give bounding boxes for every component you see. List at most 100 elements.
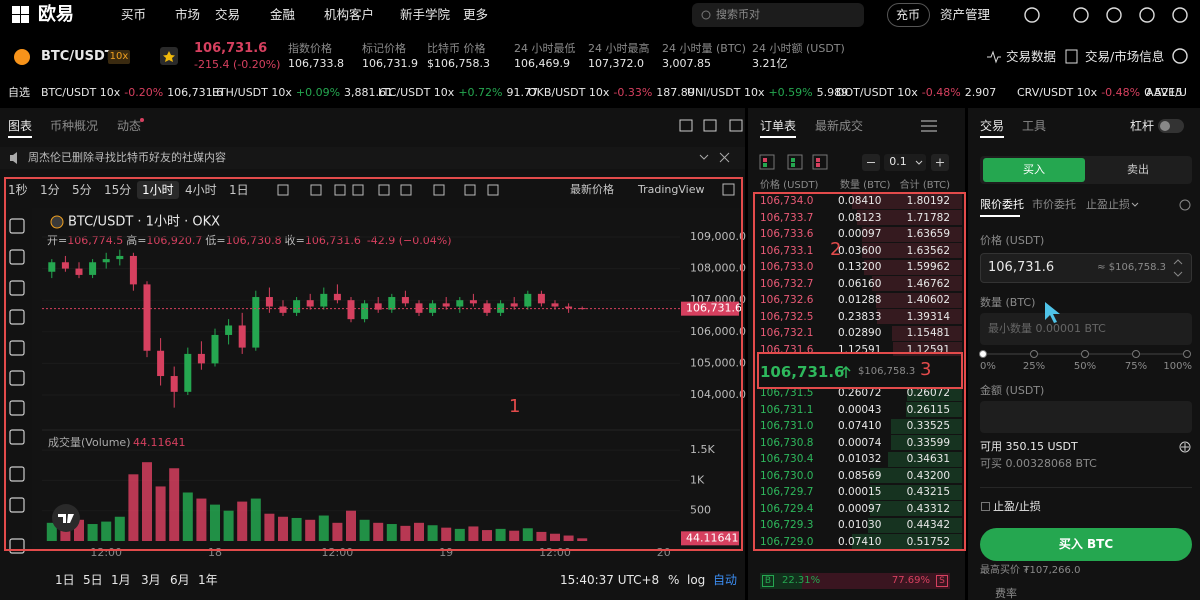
sell-badge <box>936 575 948 587</box>
ob-price[interactable]: 106,732.5 <box>760 310 814 323</box>
amount-input[interactable] <box>980 401 1192 433</box>
ob-price[interactable]: 106,729.4 <box>760 502 814 515</box>
ob-price[interactable]: 106,732.1 <box>760 327 814 339</box>
sell-label: S <box>939 576 945 586</box>
price-input[interactable] <box>980 253 1192 283</box>
stat-label: 比特币 价格 <box>427 42 486 55</box>
interval[interactable]: 4小时 <box>185 183 217 197</box>
ob-total: 0.43215 <box>906 486 950 498</box>
pair[interactable]: BTC/USDT <box>41 49 114 64</box>
watchlist-item[interactable]: DOT/USDT 10x -0.48% 2.907 <box>836 85 996 101</box>
ob-price[interactable]: 106,733.6 <box>760 228 814 240</box>
ob-price[interactable]: 106,731.0 <box>760 420 814 432</box>
stat-value: $106,758.3 <box>427 57 490 70</box>
ob-price[interactable]: 106,732.6 <box>760 294 814 306</box>
order-type[interactable]: 止盈止损 <box>1086 198 1130 211</box>
tp-sl-checkbox[interactable] <box>981 502 990 511</box>
trade-tab[interactable]: 交易 <box>980 119 1005 133</box>
watchlist-price: 91.77 <box>506 86 538 99</box>
trade-tab-underline <box>980 136 1004 138</box>
watchlist-item[interactable]: OKB/USDT 10x -0.33% 187.89 <box>528 85 695 101</box>
ob-total: 0.44342 <box>906 519 950 531</box>
watchlist-item[interactable]: CRV/USDT 10x -0.48% 0.5215 <box>1017 85 1183 101</box>
ob-qty: 0.00015 <box>838 486 882 498</box>
ob-tab[interactable]: 最新成交 <box>815 119 864 133</box>
interval[interactable]: 1日 <box>229 183 249 197</box>
ob-price[interactable]: 106,729.0 <box>760 535 814 548</box>
price-source[interactable]: 最新价格 <box>570 183 614 196</box>
last-price: 106,731.6 <box>194 41 268 56</box>
ob-price[interactable]: 106,733.1 <box>760 244 814 257</box>
nav-item[interactable]: 买币 <box>121 7 147 22</box>
nav-item[interactable]: 更多 <box>463 7 489 22</box>
search-box[interactable] <box>692 3 864 27</box>
ob-price[interactable]: 106,729.7 <box>760 486 814 498</box>
slider-label: 25% <box>1022 361 1046 372</box>
watchlist-item[interactable]: AAVE/U <box>1146 85 1187 101</box>
percent-toggle[interactable]: % <box>668 573 680 587</box>
order-type[interactable]: 市价委托 <box>1032 198 1076 211</box>
slider-label: 0% <box>980 361 996 372</box>
trade-tab[interactable]: 工具 <box>1022 119 1047 133</box>
ob-price[interactable]: 106,730.0 <box>760 469 814 482</box>
deposit-button[interactable] <box>887 3 930 27</box>
range[interactable]: 1年 <box>198 573 218 587</box>
leverage-toggle[interactable] <box>1158 119 1184 133</box>
ob-price[interactable]: 106,729.3 <box>760 519 814 531</box>
range[interactable]: 6月 <box>170 573 190 587</box>
slider-label: 100% <box>1163 361 1192 372</box>
ob-total: 1.80192 <box>906 195 950 207</box>
interval[interactable]: 1分 <box>40 183 60 197</box>
action[interactable]: 交易/市场信息 <box>1085 49 1165 64</box>
nav-item[interactable]: 交易 <box>215 7 241 22</box>
interval[interactable]: 1秒 <box>8 183 28 197</box>
buy-tab[interactable] <box>983 158 1085 182</box>
ob-price[interactable]: 106,734.0 <box>760 195 814 207</box>
watchlist-item[interactable]: UNI/USDT 10x +0.59% 5.989 <box>687 85 848 101</box>
ob-price[interactable]: 106,730.4 <box>760 453 814 465</box>
ob-price[interactable]: 106,730.8 <box>760 436 814 449</box>
range[interactable]: 1日 <box>55 573 75 587</box>
watchlist-item[interactable]: ETH/USDT 10x +0.09% 3,881.61 <box>212 85 393 101</box>
watchlist-change: -0.48% <box>1101 86 1141 99</box>
action[interactable]: 交易数据 <box>1006 49 1057 64</box>
qty-input[interactable] <box>980 313 1192 345</box>
ob-tab[interactable]: 订单表 <box>760 119 797 133</box>
watchlist-item[interactable]: BTC/USDT 10x -0.20% 106,731.6 <box>41 85 223 101</box>
interval[interactable]: 15分 <box>104 183 132 197</box>
ob-total: 1.39314 <box>906 310 950 323</box>
can-buy: 可买 0.00328068 BTC <box>980 457 1097 470</box>
favorite[interactable] <box>160 47 178 65</box>
submit-button[interactable] <box>980 528 1192 561</box>
watchlist-item[interactable]: LTC/USDT 10x +0.72% 91.77 <box>378 85 538 101</box>
interval[interactable]: 1小时 <box>142 183 174 197</box>
nav-item[interactable]: 新手学院 <box>400 7 451 22</box>
range[interactable]: 3月 <box>141 573 161 587</box>
range[interactable]: 5日 <box>83 573 103 587</box>
ob-price[interactable]: 106,733.7 <box>760 211 814 224</box>
panel-tab[interactable]: 图表 <box>8 119 33 133</box>
range[interactable]: 1月 <box>111 573 131 587</box>
auto-toggle[interactable]: 自动 <box>713 573 738 587</box>
interval[interactable]: 5分 <box>72 183 92 197</box>
nav-item[interactable]: 金融 <box>270 7 296 22</box>
notice-bar <box>0 147 745 169</box>
panel-tab[interactable]: 币种概况 <box>50 119 99 133</box>
log-toggle[interactable]: log <box>687 573 706 587</box>
mid-usd: $106,758.3 <box>858 366 916 377</box>
sell-ratio-bar <box>802 573 950 589</box>
chart-view[interactable]: TradingView <box>638 183 705 196</box>
ob-total: 1.59962 <box>906 261 950 273</box>
nav-item[interactable]: 市场 <box>175 7 201 22</box>
field-label: 价格 (USDT) <box>980 234 1045 247</box>
panel-tab[interactable]: 动态 <box>117 119 142 133</box>
ob-price[interactable]: 106,733.0 <box>760 261 814 273</box>
nav-item[interactable]: 机构客户 <box>324 7 375 22</box>
ob-price[interactable]: 106,732.7 <box>760 277 814 290</box>
watchlist-change: -0.48% <box>921 86 961 99</box>
ob-price[interactable]: 106,731.1 <box>760 403 814 416</box>
assets-menu[interactable]: 资产管理 <box>940 7 991 22</box>
sell-tab-label[interactable]: 卖出 <box>1127 163 1149 176</box>
price-change: -215.4 (-0.20%) <box>194 58 281 71</box>
order-type[interactable]: 限价委托 <box>980 198 1024 211</box>
